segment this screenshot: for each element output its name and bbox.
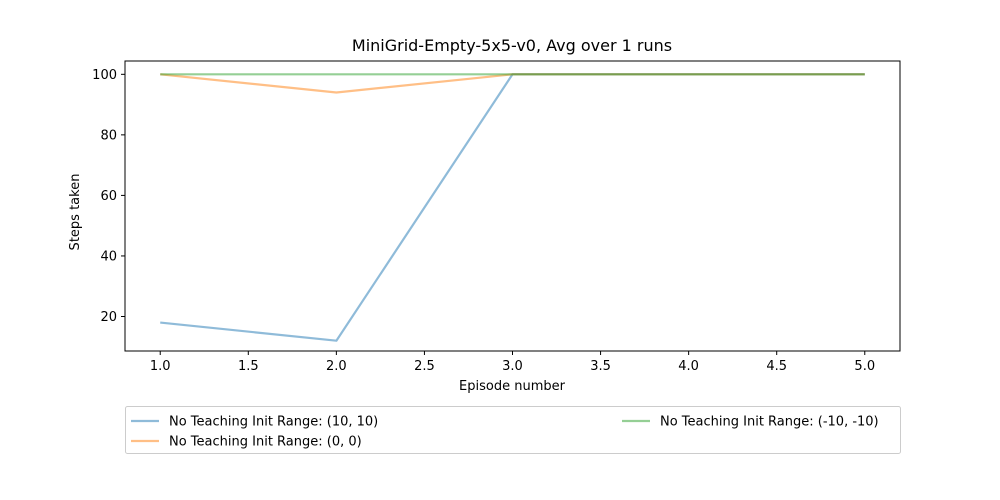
- y-tick-label: 20: [100, 310, 117, 325]
- x-axis: 1.0 1.5 2.0 2.5 3.0 3.5 4.0 4.5 5.0: [150, 351, 875, 374]
- x-axis-label: Episode number: [459, 379, 566, 394]
- y-tick-label: 40: [100, 249, 117, 264]
- series-line-1: [160, 73, 865, 342]
- series-line-2: [160, 73, 865, 94]
- y-axis: 20 40 60 80 100: [92, 68, 125, 325]
- legend-frame: [125, 406, 901, 454]
- x-tick-label: 3.5: [590, 359, 611, 374]
- y-tick-label: 80: [100, 128, 117, 143]
- chart-title: MiniGrid-Empty-5x5-v0, Avg over 1 runs: [352, 36, 672, 55]
- x-tick-label: 4.0: [678, 359, 699, 374]
- x-tick-label: 4.5: [766, 359, 787, 374]
- y-tick-label: 100: [92, 68, 117, 83]
- x-tick-label: 5.0: [854, 359, 875, 374]
- legend-label-2: No Teaching Init Range: (0, 0): [169, 435, 362, 450]
- legend: No Teaching Init Range: (10, 10) No Teach…: [125, 406, 901, 454]
- x-tick-label: 3.0: [502, 359, 523, 374]
- legend-label-1: No Teaching Init Range: (10, 10): [169, 415, 378, 430]
- x-tick-label: 2.0: [326, 359, 347, 374]
- x-tick-label: 2.5: [414, 359, 435, 374]
- y-axis-label: Steps taken: [68, 174, 83, 251]
- x-tick-label: 1.5: [238, 359, 259, 374]
- x-tick-label: 1.0: [150, 359, 171, 374]
- plot-area: [160, 73, 865, 342]
- y-tick-label: 60: [100, 189, 117, 204]
- plot-frame: [124, 60, 901, 352]
- legend-label-3: No Teaching Init Range: (-10, -10): [660, 415, 879, 430]
